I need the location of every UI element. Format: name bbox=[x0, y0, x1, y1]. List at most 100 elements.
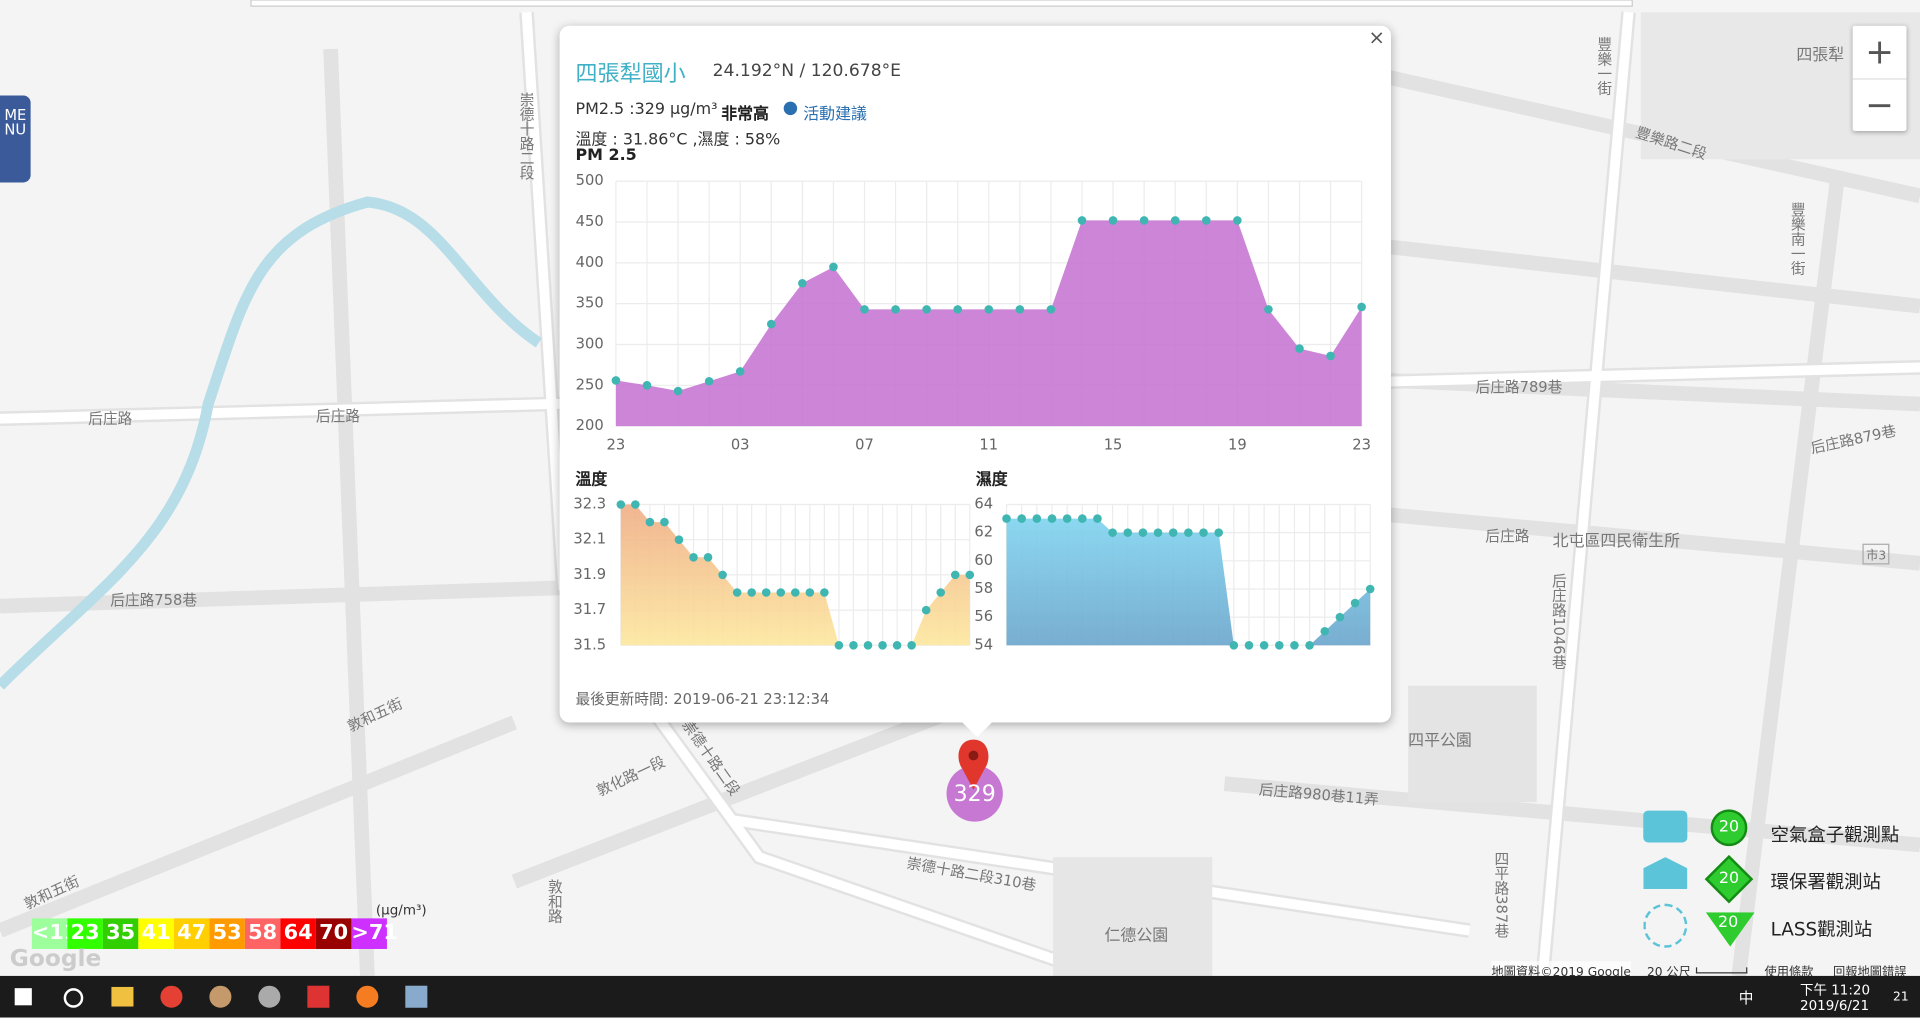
point bbox=[863, 641, 873, 650]
point bbox=[829, 262, 838, 272]
lass-icon bbox=[1643, 903, 1688, 948]
point bbox=[1170, 216, 1180, 225]
point bbox=[1139, 216, 1149, 225]
point bbox=[766, 319, 776, 329]
map-label: 仁德公園 bbox=[1104, 926, 1169, 946]
point bbox=[732, 588, 742, 597]
point bbox=[689, 553, 698, 562]
x-tick-label: 15 bbox=[1104, 437, 1123, 454]
point bbox=[798, 278, 807, 288]
epa-badge-text: 20 bbox=[1718, 869, 1740, 888]
zoom-control: + − bbox=[1852, 25, 1907, 132]
river bbox=[0, 196, 542, 690]
updated-time: 最後更新時間: 2019-06-21 23:12:34 bbox=[575, 690, 830, 708]
point bbox=[1062, 514, 1072, 523]
ime[interactable]: 中 bbox=[1738, 989, 1754, 1007]
point bbox=[834, 641, 844, 650]
app[interactable] bbox=[307, 985, 330, 1008]
charts: PM 2.523 03 07 11 15 19 2320025030035040045050… bbox=[573, 145, 1375, 653]
menu-button[interactable]: MENU bbox=[0, 95, 31, 183]
y-tick-label: 200 bbox=[576, 417, 604, 434]
map-label: 后庄路789巷 bbox=[1475, 378, 1563, 396]
chart-title: PM 2.5 bbox=[576, 145, 637, 164]
point bbox=[673, 386, 683, 396]
point bbox=[921, 605, 931, 615]
point bbox=[860, 305, 869, 314]
app[interactable] bbox=[258, 985, 281, 1008]
pin bbox=[958, 739, 989, 790]
app-firefox[interactable] bbox=[356, 985, 379, 1008]
point bbox=[642, 381, 652, 390]
search[interactable] bbox=[63, 988, 84, 1008]
area bbox=[1006, 518, 1371, 646]
point bbox=[1138, 528, 1148, 537]
road bbox=[0, 715, 518, 938]
park bbox=[1053, 857, 1213, 976]
legend-swatch: 47 bbox=[173, 918, 210, 949]
point bbox=[1259, 641, 1269, 650]
point bbox=[735, 367, 745, 376]
road bbox=[1731, 182, 1845, 977]
point bbox=[1275, 641, 1284, 650]
map-label: 后庄路758巷 bbox=[110, 591, 198, 609]
point bbox=[611, 376, 621, 385]
zoom-out[interactable]: − bbox=[1865, 84, 1894, 125]
point bbox=[1123, 528, 1133, 537]
park bbox=[1408, 685, 1537, 803]
app[interactable] bbox=[405, 985, 428, 1008]
start-button[interactable] bbox=[14, 988, 32, 1006]
point bbox=[791, 588, 800, 597]
legend-swatch: 23 bbox=[67, 918, 103, 949]
point bbox=[849, 641, 858, 650]
zoom-in[interactable]: + bbox=[1852, 26, 1907, 80]
app-explorer[interactable] bbox=[111, 986, 134, 1007]
point bbox=[1015, 305, 1025, 314]
point bbox=[761, 588, 771, 597]
point bbox=[616, 500, 626, 509]
x-tick-label: 19 bbox=[1228, 437, 1247, 454]
road bbox=[511, 703, 958, 889]
road bbox=[323, 48, 375, 977]
y-tick-label: 31.7 bbox=[573, 601, 606, 618]
y-tick-label: 250 bbox=[576, 376, 604, 393]
google-logo: Google bbox=[9, 945, 102, 973]
point bbox=[950, 570, 960, 580]
point bbox=[1199, 528, 1208, 537]
app-chrome[interactable] bbox=[160, 985, 183, 1008]
legend-airbox: 空氣盒子觀測點 bbox=[1770, 824, 1900, 847]
point bbox=[1357, 302, 1366, 312]
y-tick-label: 450 bbox=[576, 213, 604, 230]
chart-title: 濕度 bbox=[976, 470, 1008, 489]
point bbox=[1002, 514, 1011, 523]
app[interactable] bbox=[209, 985, 232, 1008]
point bbox=[1078, 514, 1087, 523]
close-button[interactable]: × bbox=[1368, 25, 1385, 49]
map-label: 四張犁 bbox=[1796, 46, 1845, 65]
y-tick-label: 54 bbox=[974, 636, 993, 653]
point bbox=[891, 305, 900, 314]
point bbox=[1290, 641, 1299, 650]
point bbox=[907, 641, 916, 650]
station-name: 四張犁國小 bbox=[575, 61, 686, 87]
point bbox=[1153, 528, 1163, 537]
taskbar: 中 下午 11:20 2019/6/21 21 bbox=[0, 975, 1920, 1018]
point bbox=[704, 376, 714, 386]
map-label: 后庄路 bbox=[88, 410, 133, 428]
point bbox=[965, 570, 975, 580]
notifications[interactable]: 21 bbox=[1893, 990, 1909, 1005]
x-tick-label: 03 bbox=[731, 437, 750, 454]
y-tick-label: 62 bbox=[974, 524, 993, 541]
point bbox=[892, 641, 902, 650]
point bbox=[1032, 514, 1042, 523]
point bbox=[1295, 344, 1304, 353]
address-bar bbox=[250, 0, 1633, 7]
road bbox=[1383, 506, 1920, 571]
point bbox=[1201, 216, 1211, 225]
point bbox=[1233, 216, 1242, 225]
info-window: × 四張犁國小 24.192°N / 120.678°E PM2.5 :329 … bbox=[559, 25, 1392, 738]
point bbox=[645, 517, 655, 527]
advice-link[interactable]: 活動建議 bbox=[803, 105, 867, 124]
y-tick-label: 350 bbox=[576, 295, 604, 312]
legend-swatch: 41 bbox=[138, 918, 174, 949]
